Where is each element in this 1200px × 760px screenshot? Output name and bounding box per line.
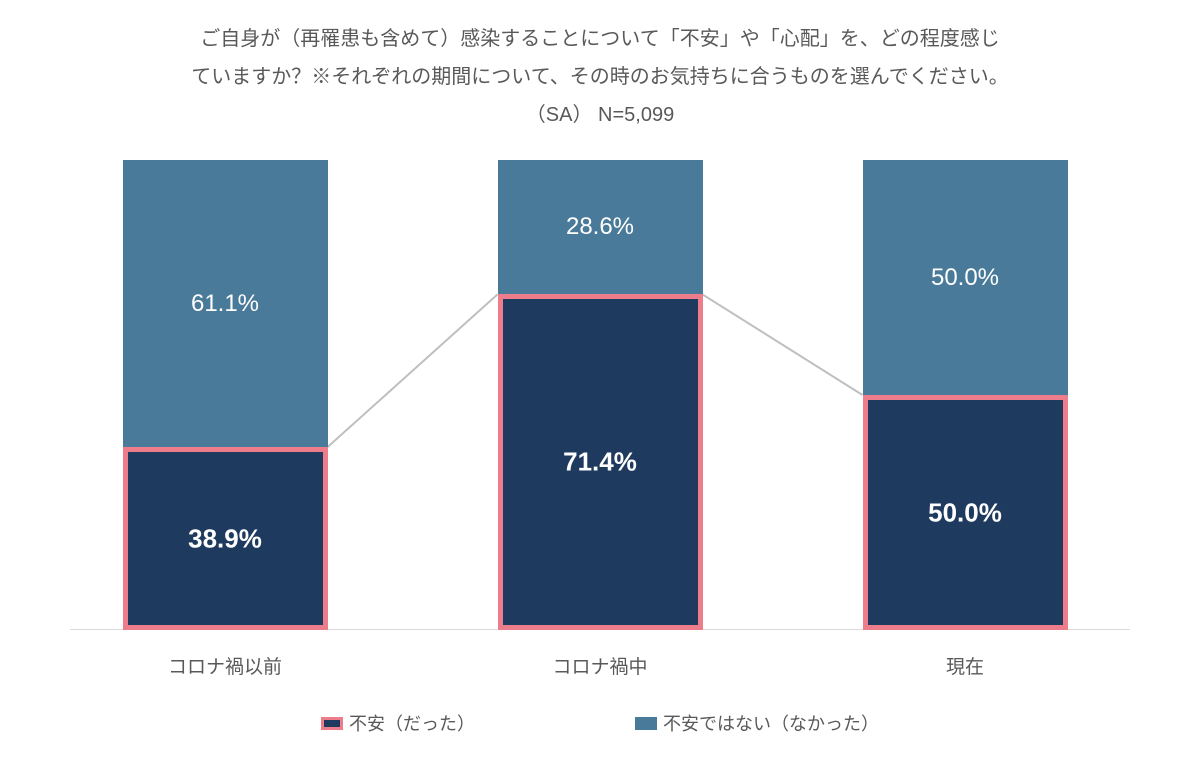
bar-0: 38.9% 61.1% (123, 160, 328, 630)
legend-swatch-anxious (321, 717, 343, 730)
legend-swatch-not-anxious (635, 717, 657, 730)
legend-label-not-anxious: 不安ではない（なかった） (663, 710, 879, 736)
plot-area: 38.9% 61.1% 71.4% 28.6% 50.0% 50.0% (70, 160, 1130, 630)
segment-not-anxious-1: 28.6% (498, 160, 703, 294)
bar-1: 71.4% 28.6% (498, 160, 703, 630)
legend-item-anxious: 不安（だった） (321, 710, 475, 736)
chart-title: ご自身が（再罹患も含めて）感染することについて「不安」や「心配」を、どの程度感じ… (0, 0, 1200, 134)
legend-item-not-anxious: 不安ではない（なかった） (635, 710, 879, 736)
legend: 不安（だった） 不安ではない（なかった） (0, 710, 1200, 736)
segment-not-anxious-0: 61.1% (123, 160, 328, 447)
segment-not-anxious-2: 50.0% (863, 160, 1068, 395)
segment-anxious-1: 71.4% (498, 294, 703, 630)
legend-label-anxious: 不安（だった） (349, 710, 475, 736)
segment-anxious-2: 50.0% (863, 395, 1068, 630)
category-label-2: 現在 (865, 652, 1065, 679)
title-line-1: ご自身が（再罹患も含めて）感染することについて「不安」や「心配」を、どの程度感じ (100, 20, 1100, 58)
value-anxious-1: 71.4% (503, 447, 698, 478)
title-line-3: （SA） N=5,099 (100, 96, 1100, 134)
value-not-anxious-1: 28.6% (498, 213, 703, 241)
category-label-0: コロナ禍以前 (125, 652, 325, 679)
chart-container: ご自身が（再罹患も含めて）感染することについて「不安」や「心配」を、どの程度感じ… (0, 0, 1200, 760)
value-not-anxious-0: 61.1% (123, 290, 328, 318)
category-label-1: コロナ禍中 (500, 652, 700, 679)
segment-anxious-0: 38.9% (123, 447, 328, 630)
value-anxious-2: 50.0% (868, 497, 1063, 528)
value-anxious-0: 38.9% (128, 523, 323, 554)
value-not-anxious-2: 50.0% (863, 264, 1068, 292)
bar-2: 50.0% 50.0% (863, 160, 1068, 630)
title-line-2: ていますか？※それぞれの期間について、その時のお気持ちに合うものを選んでください… (100, 58, 1100, 96)
